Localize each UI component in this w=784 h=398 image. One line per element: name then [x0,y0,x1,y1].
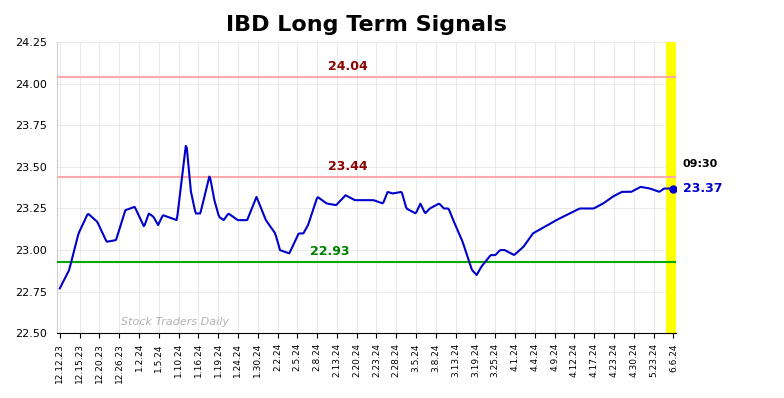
Title: IBD Long Term Signals: IBD Long Term Signals [226,15,507,35]
Text: 22.93: 22.93 [310,246,350,258]
Text: 23.37: 23.37 [683,182,722,195]
Text: Stock Traders Daily: Stock Traders Daily [122,317,229,327]
Text: 09:30: 09:30 [683,158,718,169]
Text: 23.44: 23.44 [328,160,368,173]
Text: 24.04: 24.04 [328,60,368,73]
